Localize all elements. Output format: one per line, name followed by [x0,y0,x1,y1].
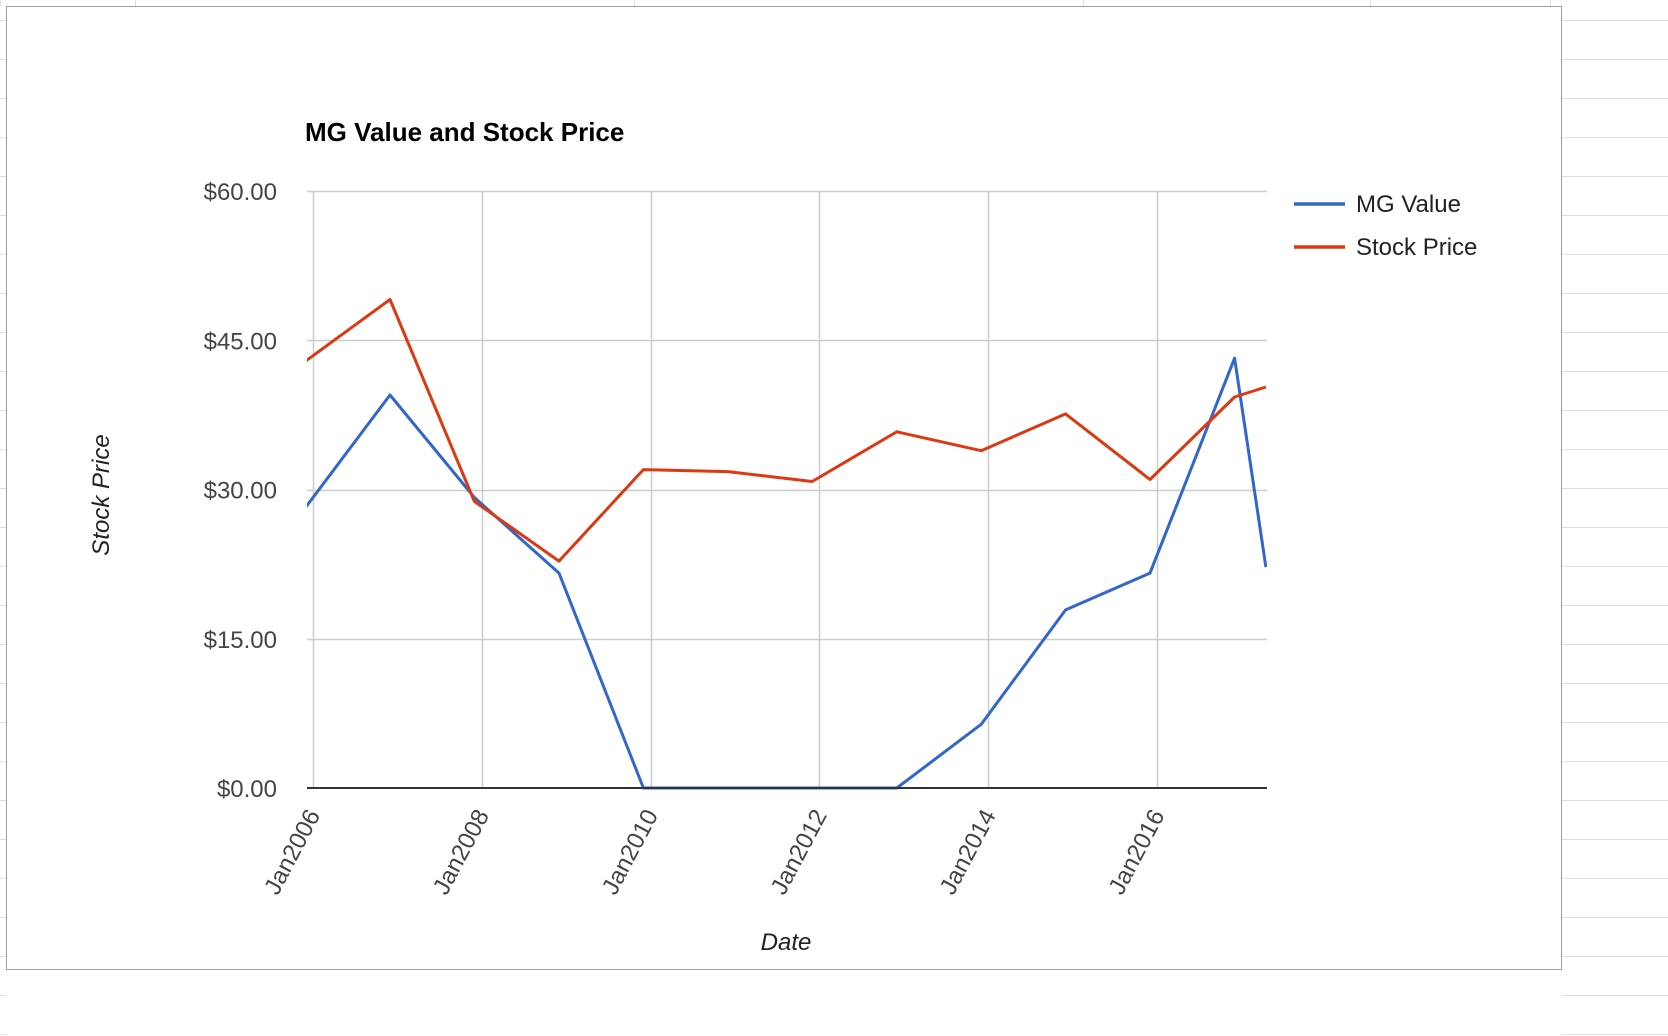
legend-label: Stock Price [1356,234,1477,261]
x-tick-label: Jan2010 [597,805,664,899]
legend-item[interactable]: Stock Price [1294,234,1477,261]
series-line-mg-value[interactable] [306,356,1267,790]
chart-canvas: MG Value and Stock Price Stock Price Dat… [88,117,1477,956]
y-tick-label: $0.00 [217,776,277,803]
legend[interactable]: MG Value Stock Price [1294,191,1477,261]
series-lines [306,298,1267,790]
chart-container[interactable]: MG Value and Stock Price Stock Price Dat… [6,6,1562,970]
gridlines [307,190,1267,788]
x-tick-label: Jan2008 [428,805,495,899]
x-tick-label: Jan2014 [935,805,1002,899]
x-tick-label: Jan2016 [1103,805,1170,899]
y-tick-label: $60.00 [204,179,277,206]
y-tick-label: $45.00 [204,328,277,355]
y-axis-title: Stock Price [88,434,115,555]
series-line-stock-price[interactable] [306,298,1267,563]
chart-title: MG Value and Stock Price [305,117,624,147]
x-axis-title: Date [761,929,812,956]
x-tick-label: Jan2012 [766,805,833,899]
legend-label: MG Value [1356,191,1461,218]
y-axis-tick-labels: $0.00 $15.00 $30.00 $45.00 $60.00 [204,179,277,803]
y-tick-label: $15.00 [204,627,277,654]
legend-item[interactable]: MG Value [1294,191,1461,218]
x-tick-label: Jan2006 [259,805,326,899]
x-axis-tick-labels: Jan2006 Jan2008 Jan2010 Jan2012 Jan2014 Jan20… [259,805,1170,899]
y-tick-label: $30.00 [204,478,277,505]
